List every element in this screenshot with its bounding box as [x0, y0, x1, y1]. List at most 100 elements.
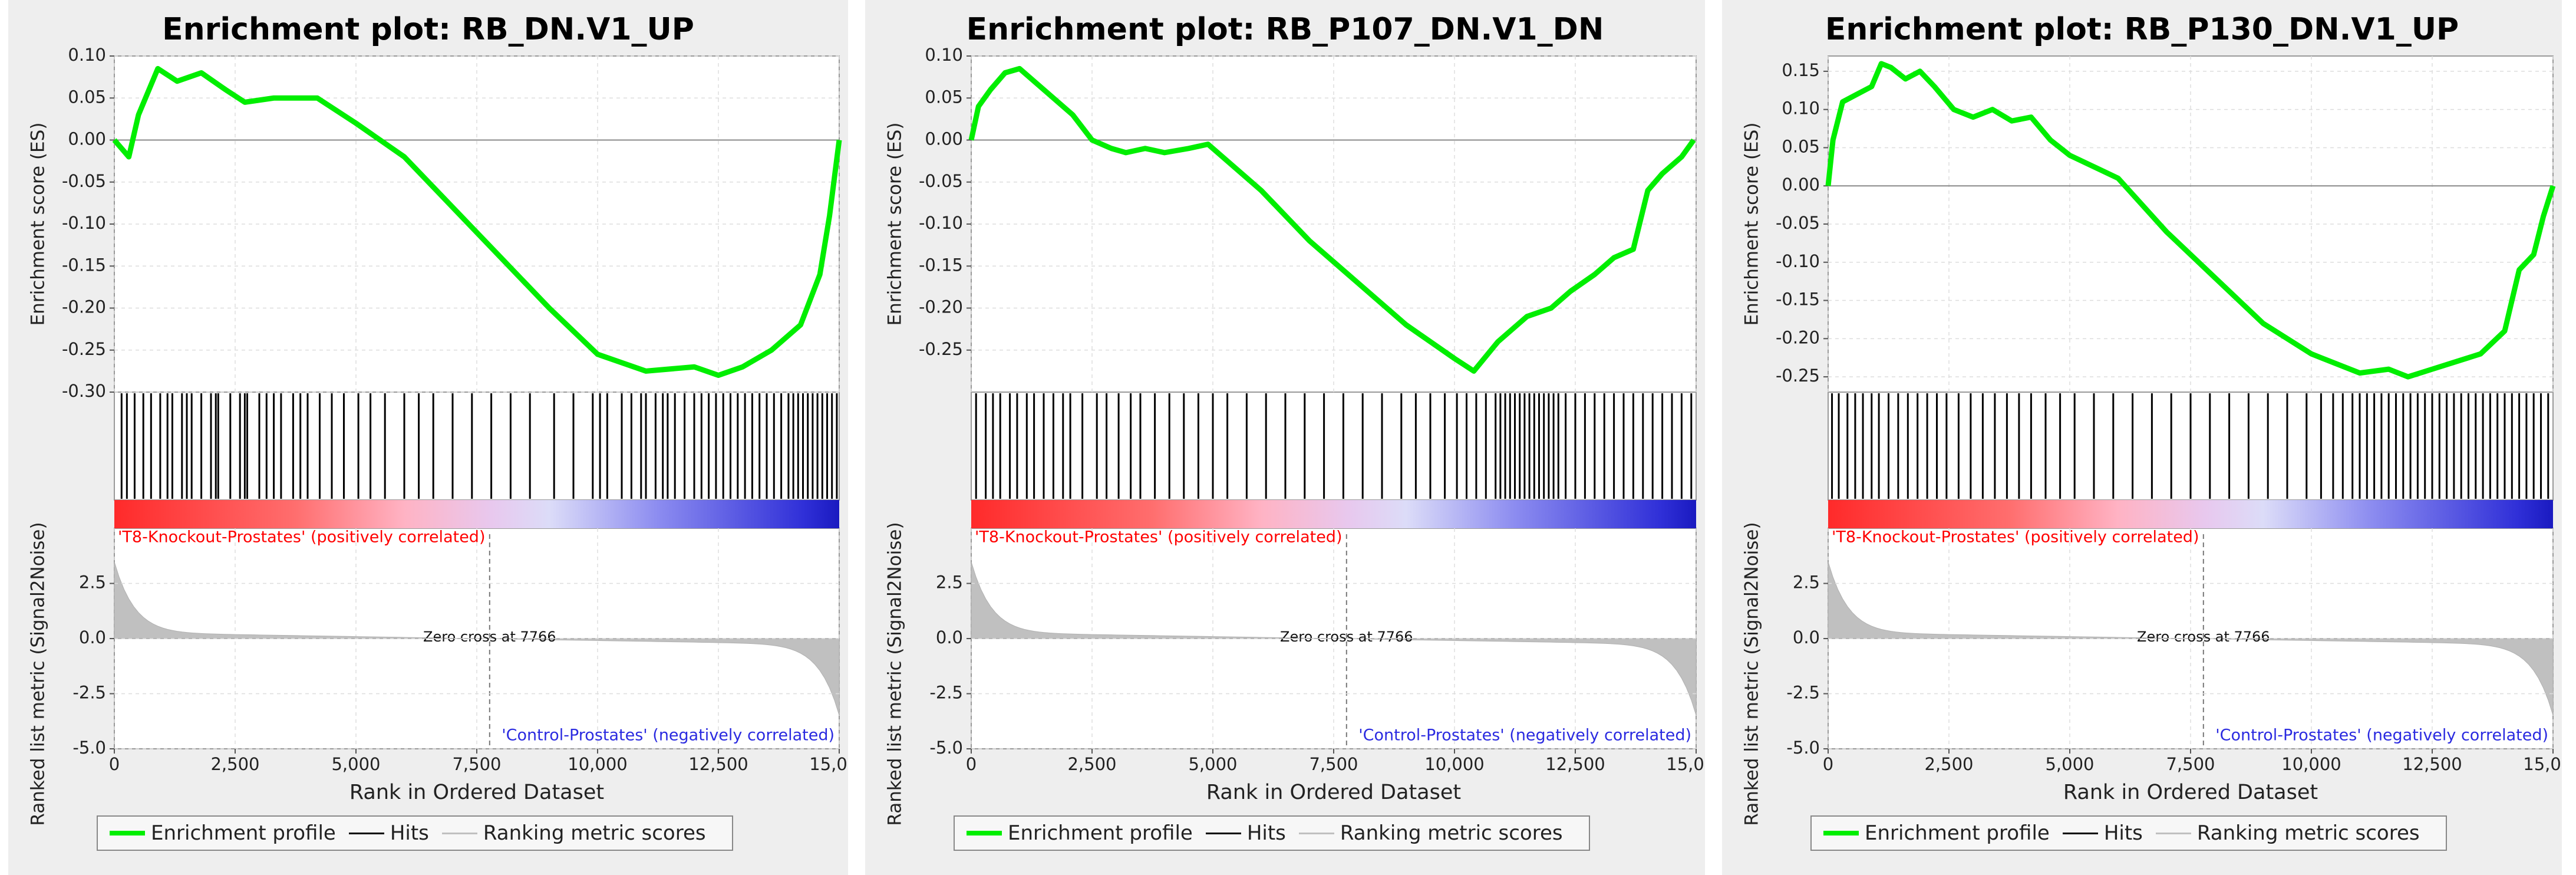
rank-ytick-label: -5.0 [929, 738, 963, 758]
legend-item-hits: Hits [1205, 821, 1286, 845]
rank-ytick-label: 2.5 [1793, 573, 1820, 593]
xtick-label: 12,500 [2402, 754, 2462, 774]
enrichment-profile-swatch-icon [110, 831, 145, 835]
rank-ytick-label: 0.0 [1793, 627, 1820, 647]
xtick-label: 12,500 [688, 754, 748, 774]
es-ytick-label: 0.05 [1782, 136, 1820, 156]
xtick-label: 15,000 [1666, 754, 1705, 774]
ranking-metric-swatch-icon [2155, 832, 2191, 834]
enrichment-panel-rb-dn-v1-up: Enrichment plot: RB_DN.V1_UP 0.10 0.05 0.0… [8, 0, 848, 875]
es-ytick-label: -0.15 [1776, 290, 1820, 310]
negative-correlation-label: 'Control-Prostates' (negatively correlat… [1358, 726, 1691, 745]
rank-ylabel: Ranked list metric (Signal2Noise) [1741, 522, 1763, 825]
ranking-color-bar [1828, 500, 2553, 528]
zero-cross-label: Zero cross at 7766 [423, 629, 556, 645]
xlabel: Rank in Ordered Dataset [349, 781, 604, 804]
es-ytick-label: 0.00 [1782, 175, 1820, 195]
legend-item-ranking-metric: Ranking metric scores [2155, 821, 2420, 845]
es-ytick-label: -0.05 [62, 171, 106, 191]
xtick-label: 12,500 [1545, 754, 1605, 774]
es-ytick-label: 0.15 [1782, 60, 1820, 80]
enrichment-profile-swatch-icon [1823, 831, 1859, 835]
rank-ytick-label: -5.0 [72, 738, 106, 758]
es-ytick-label: -0.20 [919, 297, 963, 317]
enrichment-plot-svg: 0.150.100.050.00-0.05-0.10-0.15-0.20-0.2… [1741, 55, 2562, 826]
xtick-label: 10,000 [2281, 754, 2341, 774]
es-ytick-label: -0.10 [62, 213, 106, 233]
xtick-label: 7,500 [2166, 754, 2215, 774]
rank-ytick-label: 2.5 [936, 573, 963, 593]
xlabel: Rank in Ordered Dataset [2063, 781, 2318, 804]
rank-ylabel: Ranked list metric (Signal2Noise) [28, 522, 49, 825]
es-ytick-label: -0.15 [62, 255, 106, 275]
es-ytick-label: 0.10 [925, 45, 963, 65]
xtick-label: 5,000 [331, 754, 380, 774]
legend-label: Hits [390, 821, 429, 845]
zero-cross-label: Zero cross at 7766 [2137, 629, 2270, 645]
xtick-label: 0 [109, 754, 120, 774]
legend-item-hits: Hits [2062, 821, 2143, 845]
xtick-label: 5,000 [2045, 754, 2094, 774]
xtick-label: 2,500 [1924, 754, 1973, 774]
legend-item-ranking-metric: Ranking metric scores [441, 821, 706, 845]
legend: Enrichment profile Hits Ranking metric s… [1810, 815, 2447, 851]
legend-label: Hits [2103, 821, 2143, 845]
es-ytick-label: 0.00 [925, 129, 963, 149]
es-ytick-label: -0.20 [62, 297, 106, 317]
rank-ytick-label: -2.5 [929, 683, 963, 703]
xtick-label: 10,000 [568, 754, 627, 774]
ranking-color-bar [114, 500, 839, 528]
es-ytick-label: 0.05 [925, 87, 963, 107]
rank-ytick-label: 0.0 [79, 627, 106, 647]
es-ytick-label: -0.30 [62, 381, 106, 401]
enrichment-panel-rb-p130-dn-v1-up: Enrichment plot: RB_P130_DN.V1_UP 0.15 0.… [1722, 0, 2562, 875]
legend-item-ranking-metric: Ranking metric scores [1298, 821, 1563, 845]
legend-label: Ranking metric scores [1340, 821, 1563, 845]
hits-swatch-icon [348, 832, 384, 834]
panel-title: Enrichment plot: RB_DN.V1_UP [162, 12, 694, 47]
es-ylabel: Enrichment score (ES) [1741, 123, 1763, 326]
xtick-label: 10,000 [1424, 754, 1484, 774]
es-ytick-label: -0.15 [919, 255, 963, 275]
hits-swatch-icon [2062, 832, 2098, 834]
panel-title: Enrichment plot: RB_P130_DN.V1_UP [1825, 12, 2459, 47]
legend-label: Enrichment profile [151, 821, 336, 845]
es-ytick-label: -0.25 [62, 339, 106, 359]
legend-label: Enrichment profile [1865, 821, 2050, 845]
enrichment-panel-rb-p107-dn-v1-dn: Enrichment plot: RB_P107_DN.V1_DN 0.10 0.… [865, 0, 1705, 875]
rank-ytick-label: -5.0 [1786, 738, 1820, 758]
hits-strip [971, 392, 1697, 501]
ranking-metric-swatch-icon [441, 832, 477, 834]
ranking-color-bar [971, 500, 1696, 528]
legend: Enrichment profile Hits Ranking metric s… [954, 815, 1590, 851]
legend-label: Ranking metric scores [2196, 821, 2420, 845]
legend: Enrichment profile Hits Ranking metric s… [97, 815, 733, 851]
es-ytick-label: -0.25 [1776, 366, 1820, 386]
xtick-label: 0 [1823, 754, 1833, 774]
enrichment-plot-svg: 0.100.050.00-0.05-0.10-0.15-0.20-0.25-0.… [28, 45, 849, 826]
legend-item-hits: Hits [348, 821, 429, 845]
es-ytick-label: 0.10 [1782, 98, 1820, 119]
xtick-label: 7,500 [452, 754, 501, 774]
zero-cross-label: Zero cross at 7766 [1280, 629, 1413, 645]
enrichment-profile-line [968, 65, 1696, 374]
es-ytick-label: -0.20 [1776, 327, 1820, 347]
es-ytick-label: -0.10 [919, 213, 963, 233]
xtick-label: 15,000 [809, 754, 848, 774]
xtick-label: 2,500 [1067, 754, 1116, 774]
enrichment-profile-line [112, 65, 842, 378]
ranking-metric-swatch-icon [1298, 832, 1334, 834]
rank-ytick-label: 0.0 [936, 627, 963, 647]
positive-correlation-label: 'T8-Knockout-Prostates' (positively corr… [975, 528, 1342, 547]
legend-label: Ranking metric scores [483, 821, 706, 845]
legend-label: Enrichment profile [1008, 821, 1193, 845]
panel-title: Enrichment plot: RB_P107_DN.V1_DN [966, 12, 1604, 47]
enrichment-profile-line [1825, 61, 2556, 380]
legend-item-enrichment-profile: Enrichment profile [110, 821, 336, 845]
rank-ytick-label: 2.5 [79, 573, 106, 593]
rank-ytick-label: -2.5 [1786, 683, 1820, 703]
es-ytick-label: -0.05 [919, 171, 963, 191]
es-ylabel: Enrichment score (ES) [885, 123, 906, 326]
legend-item-enrichment-profile: Enrichment profile [1823, 821, 2050, 845]
rank-ytick-label: -2.5 [72, 683, 106, 703]
